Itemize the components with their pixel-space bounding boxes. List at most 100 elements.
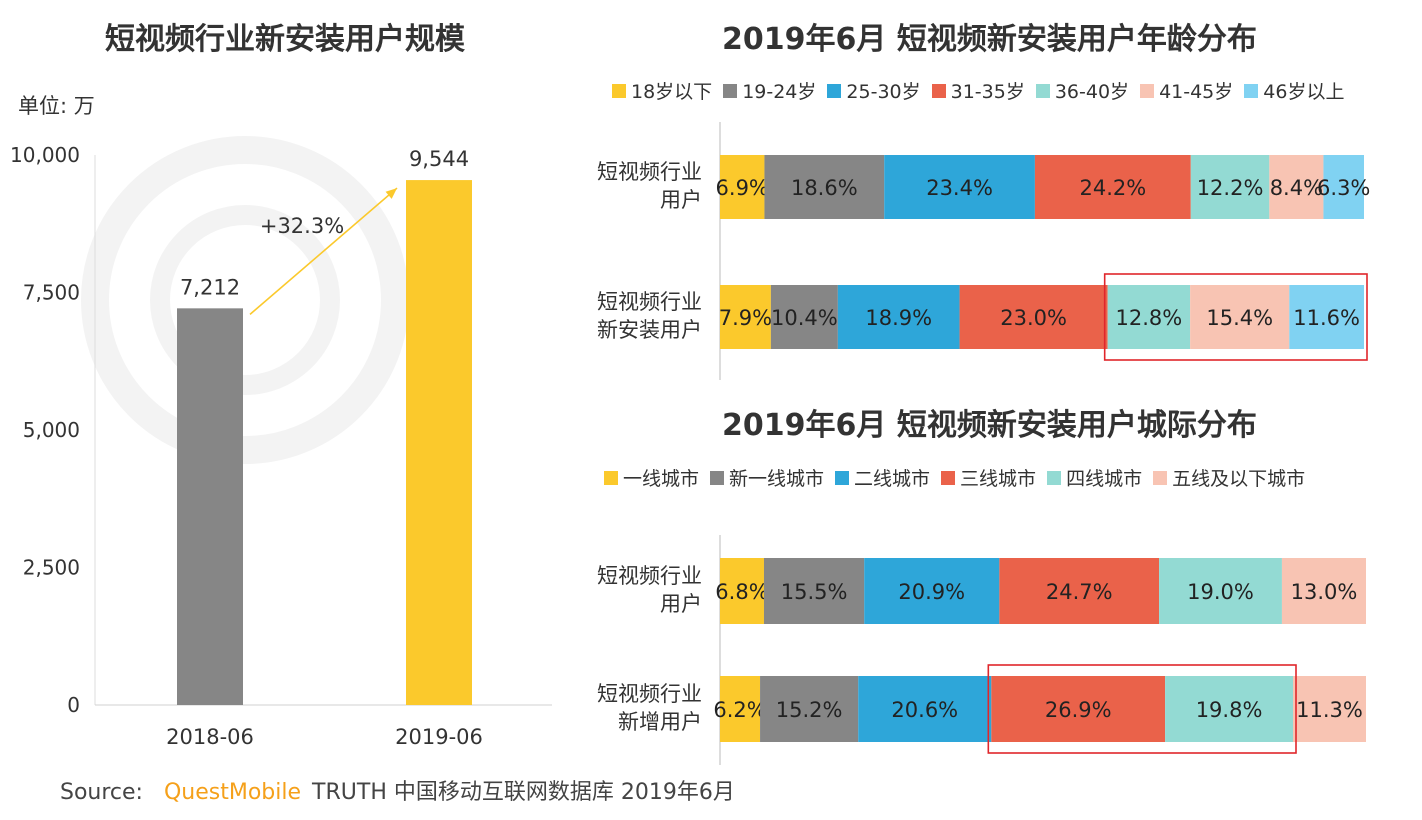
segment-四线城市 bbox=[1165, 676, 1294, 742]
x-tick-label: 2019-06 bbox=[395, 725, 483, 749]
source-prefix: Source: bbox=[60, 780, 143, 805]
row-label: 新增用户 bbox=[618, 710, 702, 734]
segment-value-label: 11.3% bbox=[1296, 698, 1363, 722]
segment-value-label: 18.9% bbox=[865, 306, 932, 330]
segment-value-label: 6.3% bbox=[1317, 176, 1370, 200]
source-rest: TRUTH 中国移动互联网数据库 2019年6月 bbox=[312, 780, 735, 805]
segment-18岁以下 bbox=[720, 155, 765, 219]
row-label: 短视频行业 bbox=[597, 682, 702, 706]
legend-item: 二线城市 bbox=[835, 464, 930, 491]
segment-19-24岁 bbox=[764, 155, 885, 219]
segment-value-label: 19.8% bbox=[1196, 698, 1263, 722]
row-label: 新安装用户 bbox=[597, 318, 702, 342]
growth-annotation: +32.3% bbox=[260, 214, 344, 238]
unit-label: 单位: 万 bbox=[18, 94, 95, 118]
segment-value-label: 18.6% bbox=[791, 176, 858, 200]
segment-46岁以上 bbox=[1289, 285, 1364, 349]
legend-label: 三线城市 bbox=[960, 468, 1037, 490]
segment-五线及以下城市 bbox=[1281, 558, 1366, 624]
legend-item: 新一线城市 bbox=[710, 464, 824, 491]
source-brand: QuestMobile bbox=[163, 780, 302, 805]
legend-label: 一线城市 bbox=[623, 468, 700, 490]
legend-label: 19-24岁 bbox=[742, 81, 817, 103]
segment-value-label: 20.9% bbox=[898, 580, 965, 604]
row-label: 用户 bbox=[660, 188, 702, 212]
y-tick-label: 7,500 bbox=[23, 281, 80, 305]
segment-value-label: 15.5% bbox=[781, 580, 848, 604]
bar-2018-06 bbox=[177, 308, 243, 705]
bar-2019-06 bbox=[406, 180, 472, 705]
bar-value-label: 7,212 bbox=[180, 275, 240, 299]
age-legend: 18岁以下 19-24岁 25-30岁 31-35岁 36-40岁 41-45岁 46岁以上 bbox=[612, 77, 1355, 104]
legend-label: 36-40岁 bbox=[1054, 81, 1130, 103]
legend-swatch bbox=[1035, 83, 1050, 98]
row-label: 短视频行业 bbox=[597, 160, 702, 184]
segment-value-label: 6.2% bbox=[713, 698, 766, 722]
legend-label: 25-30岁 bbox=[846, 81, 921, 103]
legend-label: 四线城市 bbox=[1066, 468, 1143, 490]
legend-item: 31-35岁 bbox=[931, 77, 1025, 104]
segment-value-label: 23.0% bbox=[1000, 306, 1067, 330]
legend-swatch bbox=[1140, 83, 1155, 98]
legend-swatch bbox=[835, 470, 850, 485]
chart3-title: 2019年6月 短视频新安装用户城际分布 bbox=[722, 408, 1257, 443]
source-line: Source: QuestMobile TRUTH 中国移动互联网数据库 201… bbox=[60, 774, 735, 806]
segment-三线城市 bbox=[991, 676, 1166, 742]
segment-value-label: 10.4% bbox=[771, 306, 838, 330]
segment-四线城市 bbox=[1159, 558, 1282, 624]
segment-value-label: 24.2% bbox=[1079, 176, 1146, 200]
segment-value-label: 15.4% bbox=[1206, 306, 1273, 330]
segment-value-label: 19.0% bbox=[1187, 580, 1254, 604]
segment-18岁以下 bbox=[720, 285, 771, 349]
segment-一线城市 bbox=[720, 558, 764, 624]
segment-value-label: 11.6% bbox=[1293, 306, 1360, 330]
legend-item: 46岁以上 bbox=[1244, 77, 1344, 104]
y-tick-label: 10,000 bbox=[10, 143, 80, 167]
segment-25-30岁 bbox=[884, 155, 1035, 219]
segment-一线城市 bbox=[720, 676, 761, 742]
segment-二线城市 bbox=[858, 676, 992, 742]
legend-label: 二线城市 bbox=[854, 468, 931, 490]
segment-新一线城市 bbox=[760, 676, 859, 742]
legend-swatch bbox=[931, 83, 946, 98]
highlight-box bbox=[1103, 273, 1368, 361]
segment-36-40岁 bbox=[1107, 285, 1191, 349]
segment-19-24岁 bbox=[770, 285, 838, 349]
growth-arrow bbox=[249, 187, 398, 315]
legend-item: 三线城市 bbox=[941, 464, 1036, 491]
row-label: 短视频行业 bbox=[597, 290, 702, 314]
y-tick-label: 0 bbox=[67, 693, 80, 717]
segment-46岁以上 bbox=[1323, 155, 1364, 219]
legend-swatch bbox=[710, 470, 725, 485]
segment-value-label: 20.6% bbox=[891, 698, 958, 722]
legend-swatch bbox=[1153, 470, 1168, 485]
segment-value-label: 8.4% bbox=[1270, 176, 1323, 200]
legend-item: 19-24岁 bbox=[723, 77, 816, 104]
segment-value-label: 13.0% bbox=[1291, 580, 1358, 604]
segment-value-label: 6.8% bbox=[715, 580, 768, 604]
segment-36-40岁 bbox=[1190, 155, 1270, 219]
legend-item: 18岁以下 bbox=[612, 77, 712, 104]
legend-item: 一线城市 bbox=[604, 464, 699, 491]
segment-三线城市 bbox=[999, 558, 1160, 624]
legend-label: 新一线城市 bbox=[729, 468, 825, 490]
segment-25-30岁 bbox=[837, 285, 960, 349]
row-label: 用户 bbox=[660, 592, 702, 616]
segment-新一线城市 bbox=[763, 558, 865, 624]
segment-value-label: 7.9% bbox=[719, 306, 772, 330]
legend-label: 46岁以上 bbox=[1263, 81, 1345, 103]
city-legend: 一线城市 新一线城市 二线城市 三线城市 四线城市 五线及以下城市 bbox=[604, 464, 1316, 491]
legend-item: 五线及以下城市 bbox=[1153, 464, 1305, 491]
chart1-title: 短视频行业新安装用户规模 bbox=[105, 22, 465, 57]
segment-五线及以下城市 bbox=[1293, 676, 1366, 742]
legend-label: 18岁以下 bbox=[631, 81, 713, 103]
segment-二线城市 bbox=[864, 558, 1000, 624]
segment-31-35岁 bbox=[959, 285, 1108, 349]
legend-swatch bbox=[1244, 83, 1259, 98]
legend-label: 五线及以下城市 bbox=[1172, 468, 1306, 490]
segment-value-label: 26.9% bbox=[1045, 698, 1112, 722]
segment-value-label: 15.2% bbox=[776, 698, 843, 722]
